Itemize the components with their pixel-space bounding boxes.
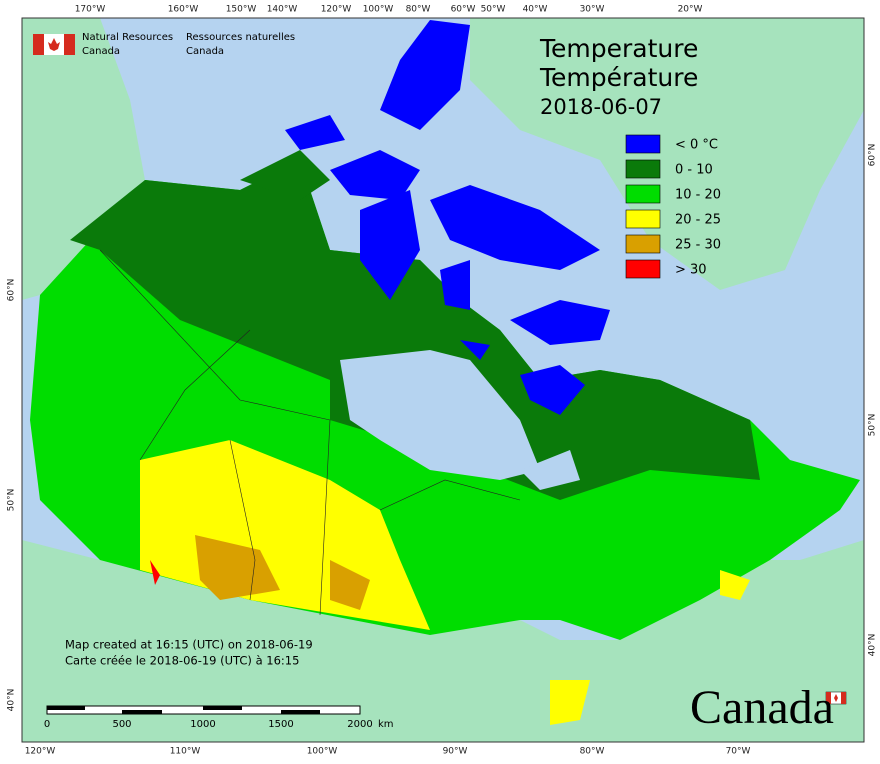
logo bbox=[33, 34, 75, 55]
legend-label: 20 - 25 bbox=[675, 213, 721, 228]
graticule-label: 40°W bbox=[523, 5, 548, 15]
graticule-label: 30°W bbox=[580, 5, 605, 15]
org-en-2: Canada bbox=[82, 46, 120, 57]
scale-label: 2000 bbox=[347, 719, 372, 730]
legend-label: 10 - 20 bbox=[675, 188, 721, 203]
graticule-label: 120°W bbox=[321, 5, 352, 15]
scale-unit: km bbox=[378, 719, 394, 730]
legend-label: 25 - 30 bbox=[675, 238, 721, 253]
graticule-label: 80°W bbox=[406, 5, 431, 15]
title-date: 2018-06-07 bbox=[540, 95, 662, 119]
legend-label: < 0 °C bbox=[675, 138, 718, 153]
legend-label: > 30 bbox=[675, 263, 707, 278]
graticule-label: 40°N bbox=[7, 689, 17, 712]
graticule-label: 100°W bbox=[363, 5, 394, 15]
graticule-label: 50°N bbox=[7, 489, 17, 512]
graticule-label: 100°W bbox=[307, 747, 338, 757]
graticule-label: 60°N bbox=[7, 279, 17, 302]
scale-label: 500 bbox=[112, 719, 131, 730]
graticule-label: 170°W bbox=[75, 5, 106, 15]
org-en: Natural Resources bbox=[82, 32, 173, 43]
graticule-label: 60°W bbox=[451, 5, 476, 15]
org-fr-2: Canada bbox=[186, 46, 224, 57]
legend-label: 0 - 10 bbox=[675, 163, 713, 178]
frame bbox=[21, 17, 865, 743]
wordmark: Canada bbox=[690, 681, 834, 734]
graticule-label: 60°N bbox=[868, 144, 878, 167]
scale-label: 0 bbox=[44, 719, 50, 730]
graticule-label: 50°N bbox=[868, 414, 878, 437]
legend-swatch bbox=[625, 259, 661, 279]
flag-wordmark bbox=[825, 691, 847, 705]
scale-label: 1000 bbox=[190, 719, 215, 730]
title-en: Temperature bbox=[539, 34, 698, 63]
legend-swatch bbox=[625, 134, 661, 154]
graticule-label: 40°N bbox=[868, 634, 878, 657]
graticule-label: 160°W bbox=[168, 5, 199, 15]
graticule-label: 70°W bbox=[726, 747, 751, 757]
credit: Map created at 16:15 (UTC) on 2018-06-19 bbox=[65, 638, 313, 652]
graticule-label: 80°W bbox=[580, 747, 605, 757]
org-fr: Ressources naturelles bbox=[186, 32, 295, 43]
graticule-label: 120°W bbox=[25, 747, 56, 757]
legend-swatch bbox=[625, 184, 661, 204]
scale-label: 1500 bbox=[268, 719, 293, 730]
credit: Carte créée le 2018-06-19 (UTC) à 16:15 bbox=[65, 654, 299, 668]
graticule-label: 110°W bbox=[170, 747, 201, 757]
basemap bbox=[22, 18, 864, 742]
title-fr: Température bbox=[539, 63, 698, 92]
legend-swatch bbox=[625, 209, 661, 229]
graticule-label: 140°W bbox=[267, 5, 298, 15]
legend-swatch bbox=[625, 159, 661, 179]
graticule-label: 150°W bbox=[226, 5, 257, 15]
legend-swatch bbox=[625, 234, 661, 254]
graticule-label: 90°W bbox=[443, 747, 468, 757]
graticule-label: 50°W bbox=[481, 5, 506, 15]
scale-bar bbox=[46, 705, 361, 715]
graticule-label: 20°W bbox=[678, 5, 703, 15]
